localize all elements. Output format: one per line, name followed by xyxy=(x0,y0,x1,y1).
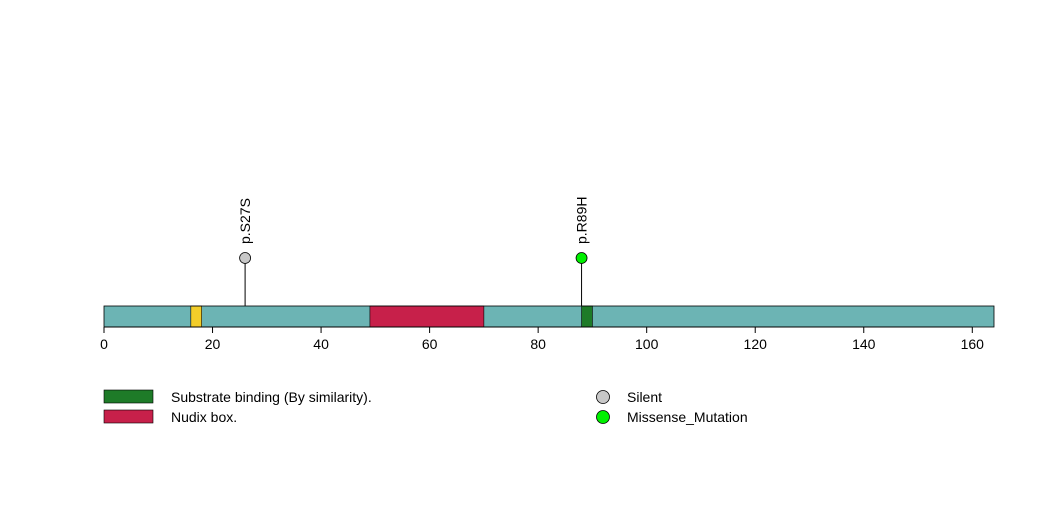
x-tick-label: 20 xyxy=(205,336,221,352)
mutation-marker xyxy=(239,252,251,264)
legend-mutation-label: Silent xyxy=(627,389,662,405)
domain-block-2 xyxy=(581,305,593,328)
domain-block-0 xyxy=(190,305,202,328)
legend-mutation-marker xyxy=(596,390,610,404)
legend-domain-label: Nudix box. xyxy=(171,409,237,425)
legend: Substrate binding (By similarity). Nudix … xyxy=(103,389,748,425)
protein-backbone xyxy=(104,306,994,327)
protein-track xyxy=(103,305,995,328)
mutation-stems xyxy=(244,258,583,306)
mutation-marker xyxy=(575,252,588,264)
x-tick-label: 140 xyxy=(852,336,876,352)
x-tick-label: 100 xyxy=(635,336,659,352)
x-tick-label: 160 xyxy=(961,336,985,352)
legend-domain-swatch xyxy=(103,409,154,424)
x-tick-label: 0 xyxy=(100,336,108,352)
x-tick-label: 80 xyxy=(530,336,546,352)
x-tick-label: 60 xyxy=(422,336,438,352)
mutation-label: p.R89H xyxy=(574,197,590,244)
mutation-label: p.S27S xyxy=(237,198,253,244)
legend-mutation-label: Missense_Mutation xyxy=(627,409,748,425)
legend-domain-label: Substrate binding (By similarity). xyxy=(171,389,372,405)
mutation-markers: p.S27S p.R89H xyxy=(237,197,590,264)
x-tick-label: 120 xyxy=(744,336,768,352)
legend-domain-swatch xyxy=(103,389,154,404)
x-tick-label: 40 xyxy=(313,336,329,352)
domain-block-1 xyxy=(369,305,485,328)
legend-mutation-marker xyxy=(596,410,610,424)
x-axis: 0 20 40 60 80 100 120 140 160 xyxy=(100,326,985,352)
